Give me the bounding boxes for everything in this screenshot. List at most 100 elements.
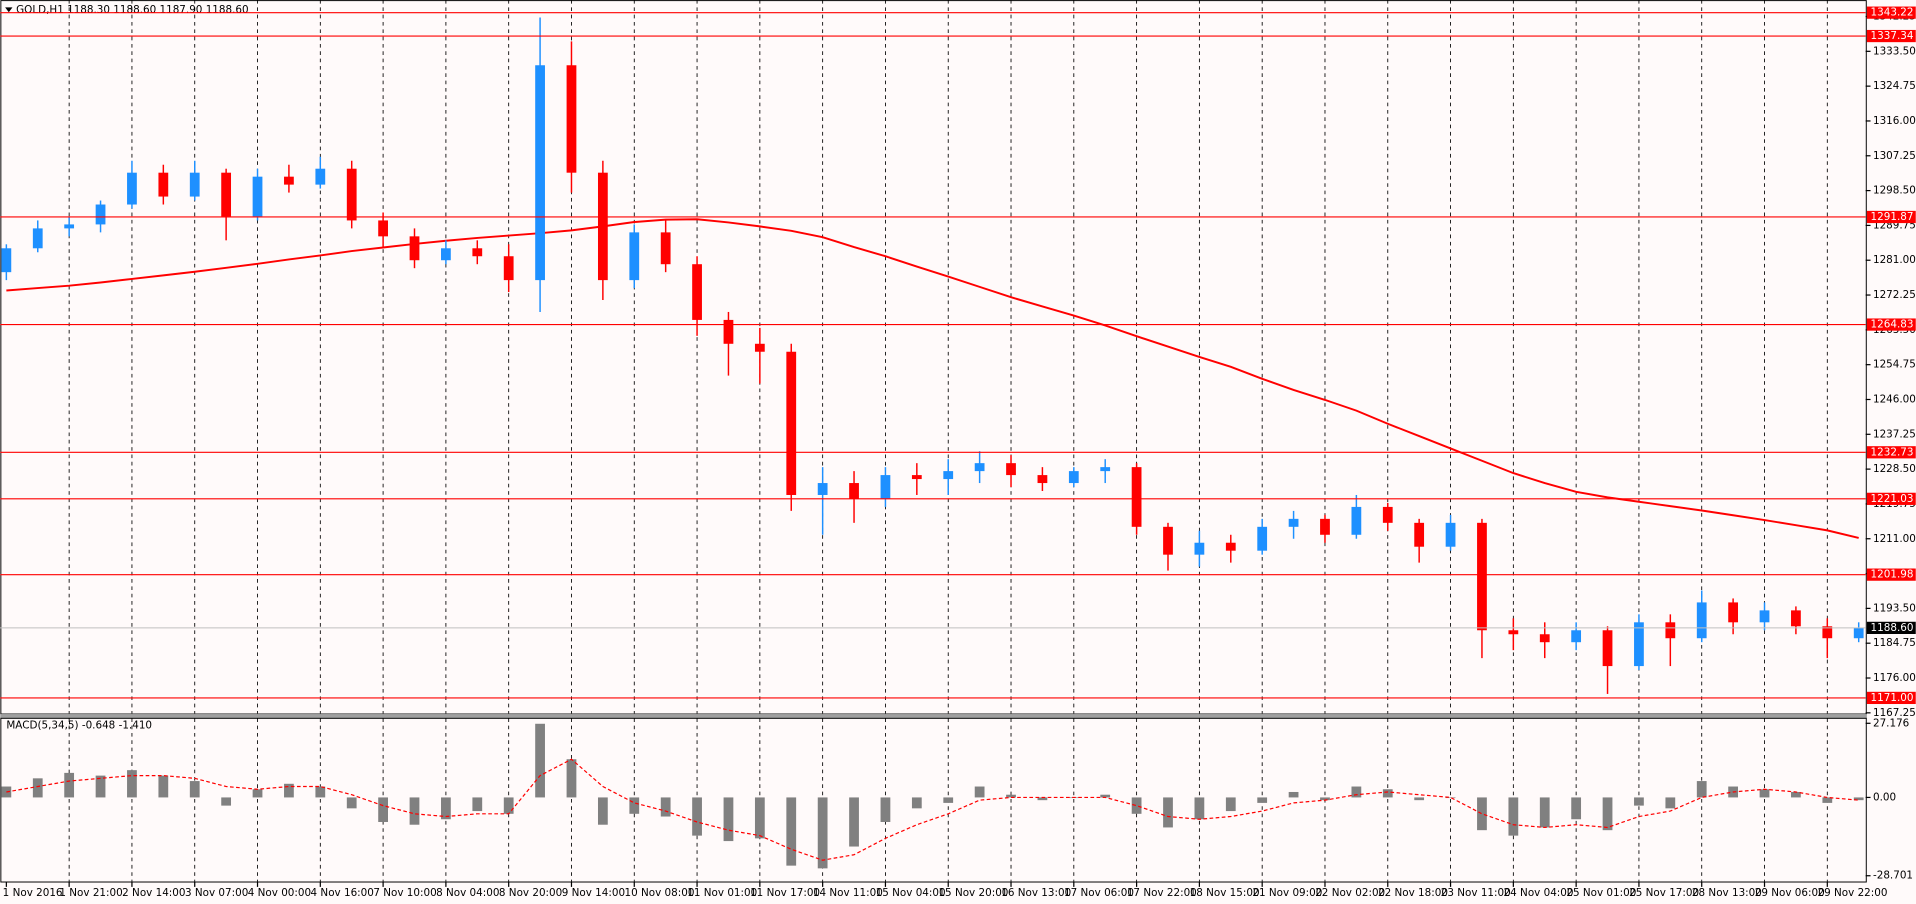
macd-panel-frame xyxy=(0,717,1867,883)
candle-body xyxy=(346,168,357,221)
macd-bar xyxy=(723,797,734,842)
macd-bar xyxy=(1508,797,1519,836)
macd-bar xyxy=(378,797,388,822)
x-tick-label: 4 Nov 16:00 xyxy=(311,887,374,899)
x-tick-label: 17 Nov 06:00 xyxy=(1064,887,1134,899)
candle-body xyxy=(1696,602,1707,639)
level-label-box xyxy=(1866,691,1916,705)
candle-body xyxy=(1853,627,1864,639)
candle-body xyxy=(64,224,75,229)
macd-bar xyxy=(629,797,640,814)
macd-bar xyxy=(1665,797,1676,809)
candle-body xyxy=(1508,630,1519,635)
y-tick-label: 1246.00 xyxy=(1873,393,1916,405)
candle-body xyxy=(1822,626,1833,639)
candle-body xyxy=(503,256,514,281)
candle-body xyxy=(911,475,922,480)
candle-body xyxy=(1539,634,1550,643)
macd-bar xyxy=(1853,797,1864,801)
macd-bar xyxy=(252,789,263,798)
candle-body xyxy=(817,483,828,495)
candle-body xyxy=(158,172,169,197)
current-price-box xyxy=(1866,621,1916,634)
macd-bar xyxy=(1759,789,1770,798)
candle-body xyxy=(378,220,388,237)
x-tick-label: 25 Nov 17:00 xyxy=(1629,887,1699,899)
macd-bar xyxy=(346,797,357,809)
x-tick-label: 1 Nov 2016 xyxy=(3,887,63,899)
candle-body xyxy=(1288,518,1299,527)
candle-body xyxy=(315,168,326,185)
macd-bar xyxy=(32,778,43,798)
y-tick-label: 27.176 xyxy=(1873,717,1909,729)
macd-bar xyxy=(409,797,420,825)
y-tick-label: 1228.50 xyxy=(1873,463,1916,475)
candle-body xyxy=(1351,506,1362,535)
x-tick-label: 14 Nov 11:00 xyxy=(813,887,883,899)
candle-body xyxy=(1571,630,1582,643)
candle-body xyxy=(535,65,545,281)
x-tick-label: 2 Nov 14:00 xyxy=(122,887,185,899)
level-label-box xyxy=(1866,446,1916,459)
y-tick-label: 1272.25 xyxy=(1873,289,1916,301)
macd-bar xyxy=(503,797,514,814)
x-tick-label: 28 Nov 13:00 xyxy=(1692,887,1762,899)
level-label-box xyxy=(1866,6,1916,19)
x-tick-label: 3 Nov 07:00 xyxy=(185,887,248,899)
candle-body xyxy=(849,483,859,499)
level-label: 1221.03 xyxy=(1871,493,1914,505)
moving-average xyxy=(6,218,1859,539)
macd-bar xyxy=(315,786,326,798)
candle-body xyxy=(629,232,640,281)
x-tick-label: 21 Nov 09:00 xyxy=(1252,887,1322,899)
macd-bar xyxy=(943,797,954,803)
level-label-box xyxy=(1866,29,1916,43)
x-tick-label: 24 Nov 04:00 xyxy=(1504,887,1574,899)
current-price-label: 1188.60 xyxy=(1871,622,1914,634)
chart-title: GOLD,H1 1188.30 1188.60 1187.90 1188.60 xyxy=(16,4,248,16)
x-tick-label: 25 Nov 01:00 xyxy=(1566,887,1636,899)
candle-body xyxy=(1602,630,1613,667)
macd-bar xyxy=(158,775,169,798)
macd-bar xyxy=(284,783,294,798)
level-label: 1337.34 xyxy=(1871,30,1914,42)
candle-body xyxy=(1257,526,1268,551)
macd-bar xyxy=(1445,797,1456,799)
macd-bar xyxy=(1163,797,1173,828)
candle-body xyxy=(1163,526,1173,555)
level-label: 1343.22 xyxy=(1871,7,1914,19)
y-tick-label: -28.701 xyxy=(1873,870,1913,882)
macd-bar xyxy=(849,797,859,847)
candle-body xyxy=(1037,475,1048,484)
x-tick-label: 23 Nov 11:00 xyxy=(1441,887,1511,899)
macd-bar xyxy=(597,797,608,825)
macd-bar xyxy=(472,797,483,812)
macd-bar xyxy=(1225,797,1236,812)
x-tick-label: 8 Nov 04:00 xyxy=(436,887,499,899)
candle-body xyxy=(284,176,294,185)
candle-body xyxy=(1100,467,1111,472)
candle-body xyxy=(692,264,702,320)
candle-body xyxy=(1068,471,1079,484)
x-tick-label: 10 Nov 08:00 xyxy=(624,887,694,899)
macd-bar xyxy=(1791,791,1801,798)
macd-bar xyxy=(441,797,451,820)
macd-bar xyxy=(535,723,545,798)
y-tick-label: 1167.25 xyxy=(1873,707,1916,719)
y-tick-label: 1176.00 xyxy=(1873,672,1916,684)
macd-bar xyxy=(1822,797,1833,803)
candle-body xyxy=(1414,522,1425,547)
x-tick-label: 18 Nov 15:00 xyxy=(1190,887,1260,899)
candle-body xyxy=(1477,522,1487,631)
macd-bar xyxy=(817,797,828,869)
candle-body xyxy=(1634,622,1644,667)
macd-bar xyxy=(221,797,232,806)
macd-bar xyxy=(754,797,765,839)
macd-bar xyxy=(1037,797,1048,801)
y-tick-label: 1324.75 xyxy=(1873,80,1916,92)
macd-bar xyxy=(1634,797,1644,806)
y-tick-label: 1184.75 xyxy=(1873,637,1916,649)
macd-bar xyxy=(189,781,200,798)
panel-separator xyxy=(0,714,1867,719)
